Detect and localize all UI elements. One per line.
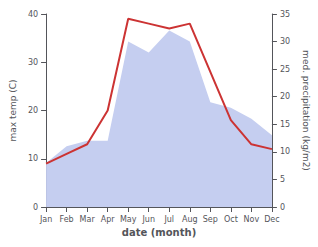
svg-text:25: 25 [280,65,290,74]
svg-text:med. precipitation (kg/m2): med. precipitation (kg/m2) [301,50,311,171]
svg-text:30: 30 [28,58,38,67]
svg-text:Nov: Nov [244,215,260,224]
svg-text:5: 5 [280,175,285,184]
svg-text:15: 15 [280,120,290,129]
svg-text:0: 0 [280,203,285,212]
svg-text:10: 10 [28,154,38,163]
svg-text:date (month): date (month) [122,227,196,238]
svg-text:Jul: Jul [163,215,174,224]
svg-text:10: 10 [280,147,290,156]
svg-text:Apr: Apr [101,215,116,224]
svg-text:Aug: Aug [182,215,198,224]
svg-text:40: 40 [28,10,38,19]
svg-text:20: 20 [280,92,290,101]
svg-text:Dec: Dec [264,215,279,224]
svg-text:Oct: Oct [224,215,238,224]
svg-text:Jun: Jun [141,215,155,224]
svg-text:Jan: Jan [39,215,52,224]
svg-text:Sep: Sep [203,215,218,224]
svg-text:35: 35 [280,10,290,19]
svg-text:30: 30 [280,37,290,46]
svg-text:20: 20 [28,106,38,115]
svg-text:0: 0 [33,203,38,212]
svg-text:Feb: Feb [60,215,74,224]
svg-text:Mar: Mar [80,215,96,224]
svg-text:May: May [120,215,137,224]
svg-text:max temp (C): max temp (C) [8,79,18,141]
